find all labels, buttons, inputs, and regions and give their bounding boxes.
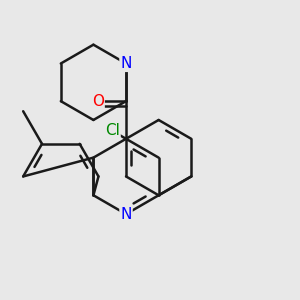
Text: N: N <box>120 207 132 222</box>
Text: O: O <box>92 94 104 109</box>
Text: N: N <box>120 56 132 71</box>
Text: Cl: Cl <box>105 123 120 138</box>
